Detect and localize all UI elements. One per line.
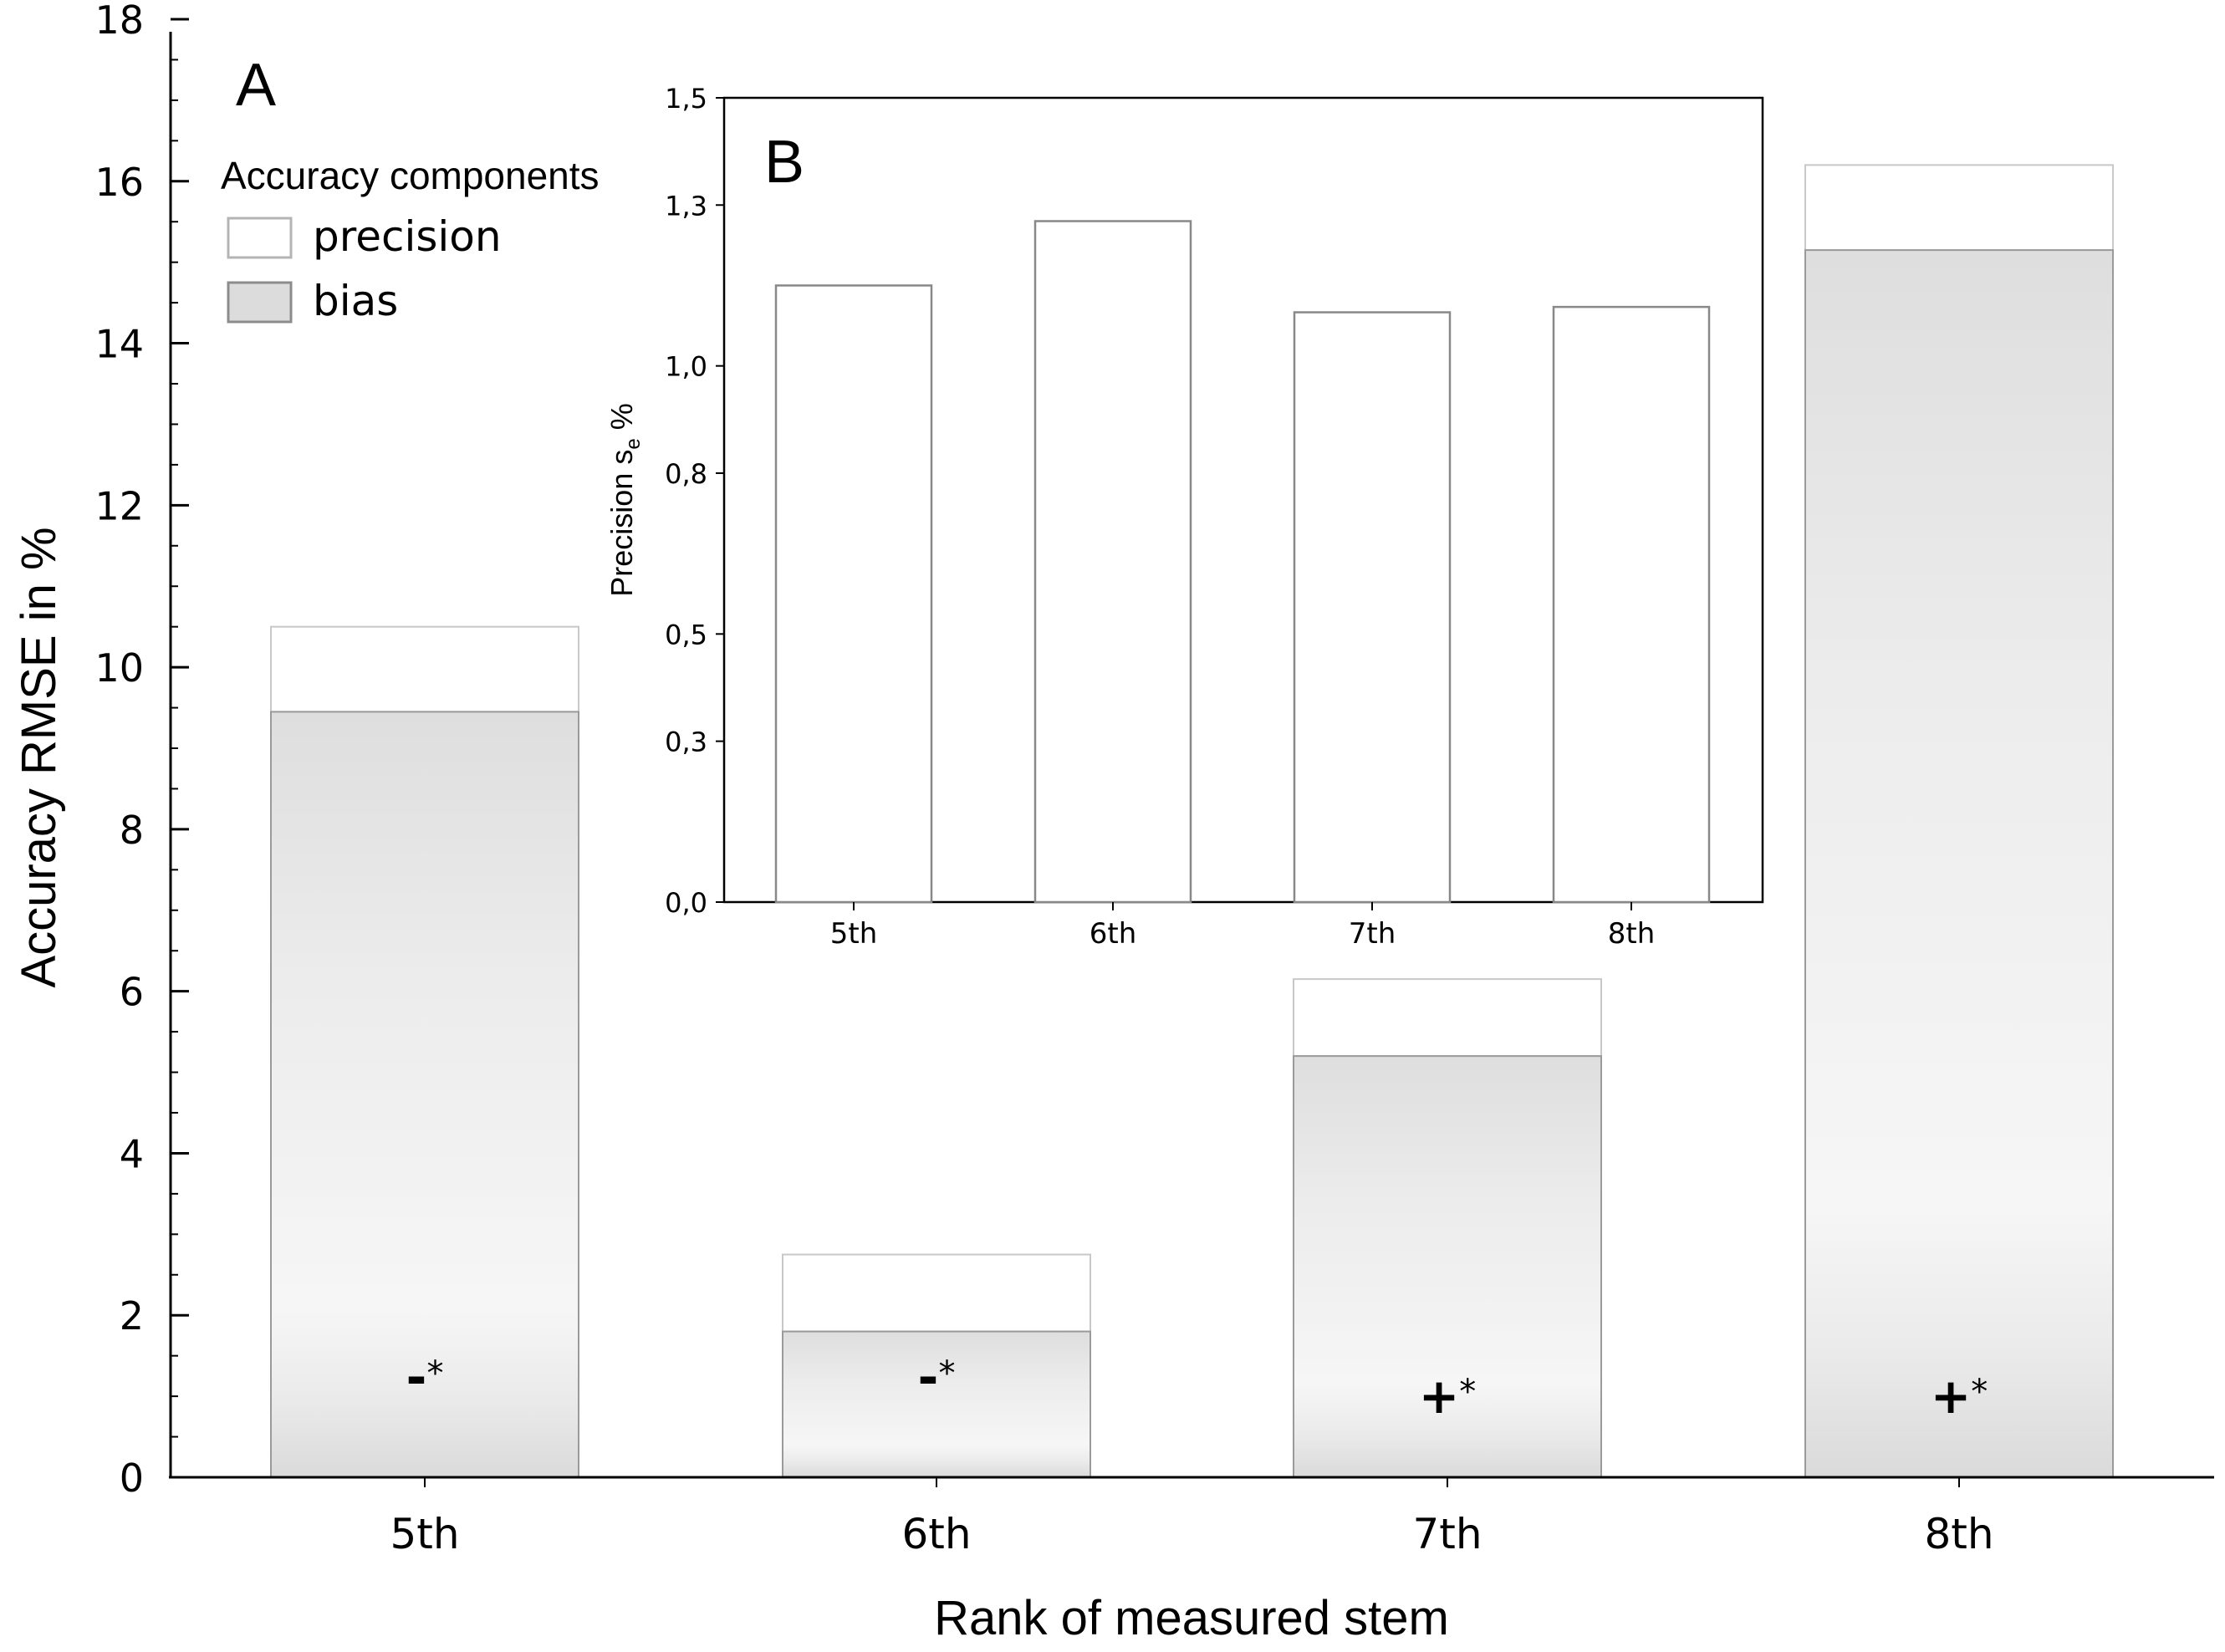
- sign: +: [1931, 1368, 1972, 1425]
- y-tick-label: 2: [120, 1293, 144, 1338]
- y-tick-label: 0: [120, 1456, 144, 1501]
- bar-annotation-7th: +*: [1419, 1368, 1477, 1425]
- panel-b-inset: 0,0 0,3 0,5 0,8 1,0 1,3 1,5 5th 6th 7th 8th Preci…: [605, 83, 1764, 951]
- panel-a-x-axis-label: Rank of measured stem: [934, 1591, 1449, 1645]
- x-tick-label-8th: 8th: [1924, 1510, 1993, 1558]
- legend-swatch-precision: [227, 217, 293, 259]
- y-label-suffix: %: [605, 403, 639, 438]
- y-label-subscript: e: [622, 438, 645, 449]
- precision-bar-7th: [1293, 978, 1602, 1058]
- panel-a-letter: A: [236, 52, 276, 119]
- y-tick-label: 0,8: [665, 458, 707, 490]
- legend-label-precision: precision: [313, 212, 502, 261]
- sign: +: [1419, 1368, 1460, 1425]
- panel-a-x-ticks: 5th 6th 7th 8th: [390, 1477, 1994, 1558]
- y-tick-label: 8: [120, 808, 144, 853]
- panel-a-y-ticks: 0 2 4 6 8 10 12 14 16 18: [94, 0, 189, 1501]
- y-tick-label: 0,0: [665, 887, 707, 919]
- bar-annotation-5th: -*: [406, 1349, 444, 1407]
- y-tick-label: 1,0: [665, 351, 707, 383]
- panel-a-legend: Accuracy components precision bias: [221, 154, 600, 325]
- y-tick-label: 12: [94, 483, 144, 528]
- y-tick-label: 10: [94, 645, 144, 691]
- precision-bar-5th: [270, 625, 579, 713]
- x-tick-label-5th: 5th: [830, 917, 878, 951]
- precision-bar-6th: [782, 1253, 1091, 1333]
- y-tick-label: 6: [120, 970, 144, 1015]
- y-tick-label: 0,5: [665, 619, 707, 650]
- x-tick-label-8th: 8th: [1608, 917, 1656, 951]
- bar-annotation-6th: -*: [918, 1349, 956, 1407]
- significance-mark: *: [1459, 1373, 1476, 1411]
- panel-a-bars: -* -* +* +*: [270, 164, 2114, 1479]
- bias-bar-5th: [270, 711, 579, 1478]
- y-tick-label: 18: [94, 0, 144, 43]
- y-label-main: Precision s: [605, 450, 639, 597]
- y-tick-label: 14: [94, 322, 144, 367]
- precision-bar-8th: [1804, 164, 2114, 252]
- legend-swatch-bias: [227, 281, 293, 324]
- x-tick-label-7th: 7th: [1412, 1510, 1482, 1558]
- panel-b-x-ticks: 5th 6th 7th 8th: [830, 902, 1656, 951]
- y-tick-label: 1,5: [665, 83, 707, 115]
- legend-title: Accuracy components: [221, 154, 600, 197]
- bar-annotation-8th: +*: [1931, 1368, 1988, 1425]
- precision-bar-6th: [1033, 220, 1192, 904]
- y-tick-label: 16: [94, 160, 144, 205]
- precision-bar-8th: [1552, 305, 1711, 904]
- sign: -: [918, 1349, 939, 1407]
- y-tick-label: 0,3: [665, 727, 707, 758]
- panel-b-letter: B: [764, 129, 804, 196]
- sign: -: [406, 1349, 427, 1407]
- panel-b-y-ticks: 0,0 0,3 0,5 0,8 1,0 1,3 1,5: [665, 83, 724, 919]
- x-tick-label-7th: 7th: [1349, 917, 1396, 951]
- y-tick-label: 4: [120, 1131, 144, 1176]
- panel-b-y-axis-label: Precision se %: [605, 403, 645, 596]
- legend-label-bias: bias: [313, 277, 398, 325]
- x-tick-label-5th: 5th: [390, 1510, 459, 1558]
- bias-bar-7th: [1293, 1055, 1602, 1478]
- y-tick-label: 1,3: [665, 190, 707, 222]
- bias-bar-8th: [1804, 249, 2114, 1479]
- x-tick-label-6th: 6th: [1090, 917, 1137, 951]
- x-tick-label-6th: 6th: [901, 1510, 971, 1558]
- significance-mark: *: [1971, 1373, 1988, 1411]
- precision-bar-7th: [1293, 311, 1452, 904]
- precision-bar-5th: [774, 284, 933, 904]
- panel-a-y-axis-label: Accuracy RMSE in %: [12, 527, 66, 987]
- significance-mark: *: [938, 1354, 955, 1393]
- significance-mark: *: [426, 1354, 443, 1393]
